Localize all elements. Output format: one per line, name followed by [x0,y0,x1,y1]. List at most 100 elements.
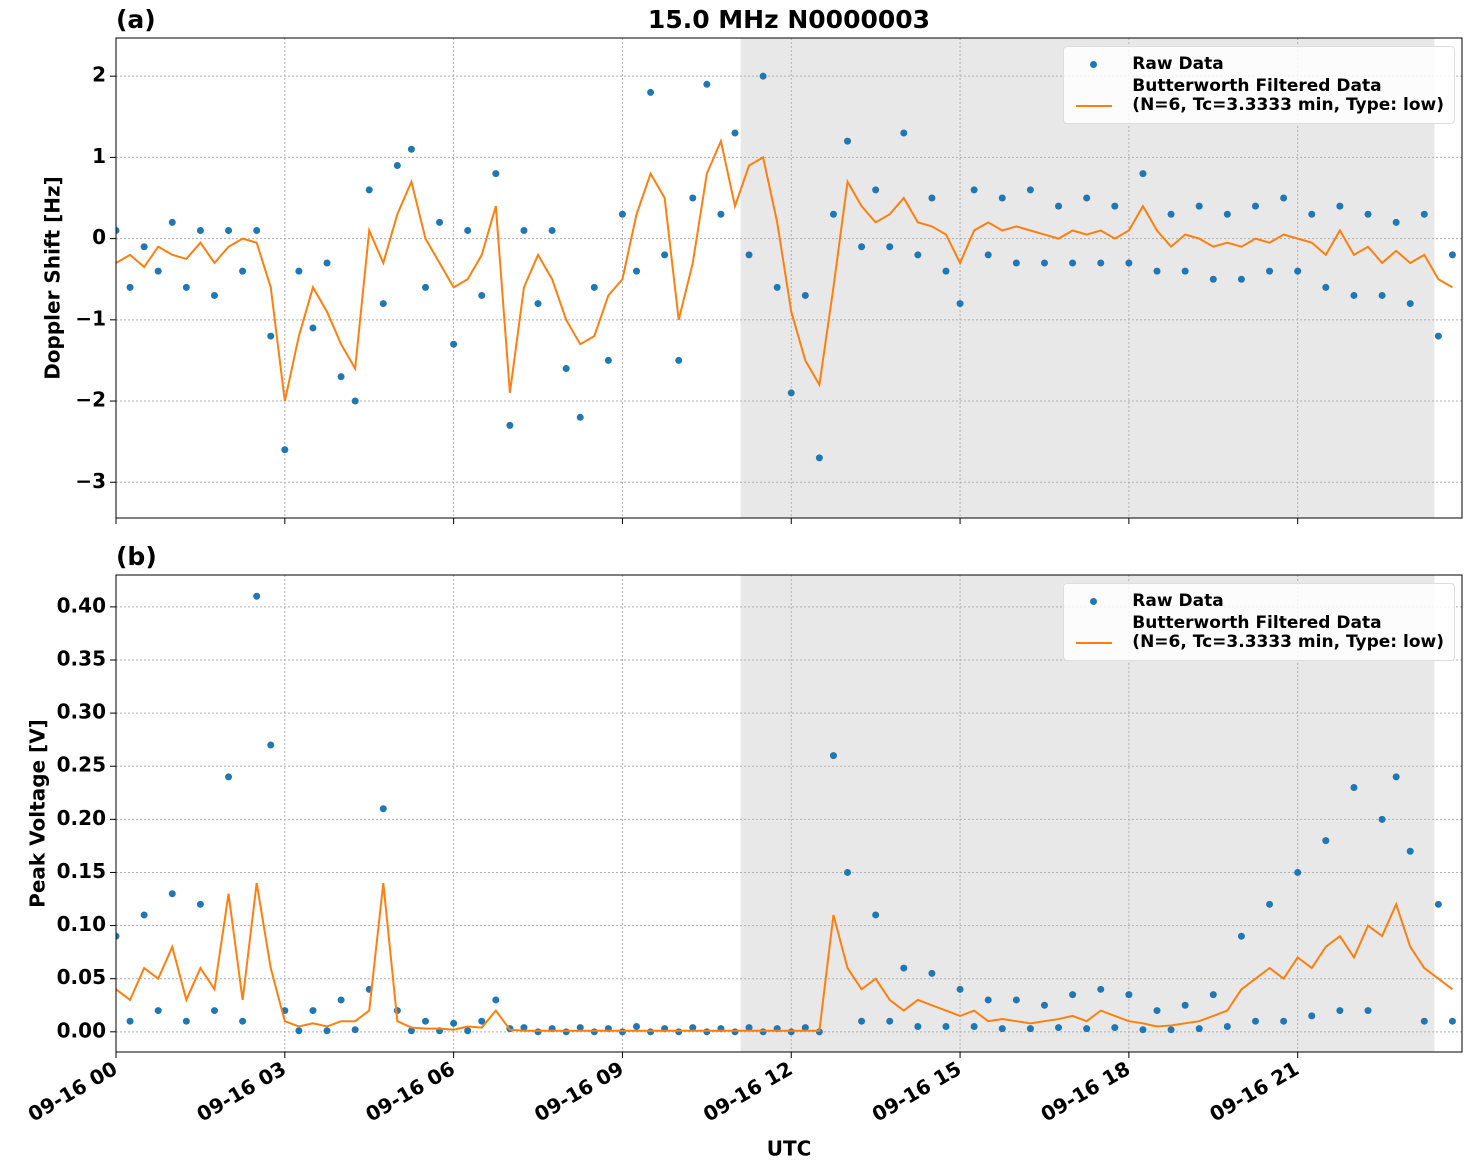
y-axis-label: Doppler Shift [Hz] [41,176,65,380]
raw-point [829,752,837,760]
raw-point [464,226,472,234]
raw-point [1266,900,1274,908]
raw-point [1026,1025,1034,1033]
x-tick-label: 09-16 21 [1205,1056,1303,1126]
raw-point [1350,291,1358,299]
raw-point [534,300,542,308]
raw-point [844,137,852,145]
raw-point [168,890,176,898]
raw-point [1251,1017,1259,1025]
raw-point [548,226,556,234]
raw-point [1097,985,1105,993]
raw-point [731,1028,739,1036]
legend-label: Butterworth Filtered Data (N=6, Tc=3.333… [1132,76,1444,115]
raw-point [225,773,233,781]
raw-point [1378,815,1386,823]
raw-point [365,186,373,194]
raw-point [675,1028,683,1036]
raw-point [1026,186,1034,194]
raw-point [1420,210,1428,218]
raw-point [1209,991,1217,999]
raw-point [1125,991,1133,999]
raw-point [1336,1007,1344,1015]
raw-point [1153,1007,1161,1015]
raw-point [421,283,429,291]
raw-point [1167,1026,1175,1034]
axes-frame [115,574,1463,1053]
legend-swatch [1074,77,1114,107]
legend-label: Raw Data [1132,591,1224,611]
legend: Raw Data Butterworth Filtered Data (N=6, … [1063,46,1455,124]
raw-point [116,932,120,940]
raw-point [914,1023,922,1031]
raw-point [168,218,176,226]
y-tick-label: 0.30 [57,700,106,724]
raw-point [970,186,978,194]
y-axis-label: Peak Voltage [V] [26,719,50,908]
raw-point [1069,259,1077,267]
legend-swatch [1074,614,1114,644]
legend-marker [1076,105,1113,107]
raw-point [970,1023,978,1031]
raw-point [1181,1001,1189,1009]
raw-point [267,741,275,749]
raw-point [1069,991,1077,999]
x-axis-label: UTC [767,1137,812,1161]
legend-marker [1090,598,1098,605]
filtered-line [116,137,1453,402]
y-tick-label: 0.25 [57,753,106,777]
raw-point [1266,267,1274,275]
raw-point [182,283,190,291]
legend-marker [1090,61,1098,68]
raw-point [309,324,317,332]
raw-point [590,283,598,291]
raw-point [872,186,880,194]
raw-point [379,805,387,813]
legend-label: Butterworth Filtered Data (N=6, Tc=3.333… [1132,613,1444,652]
raw-point [703,80,711,88]
y-tick-label: 0 [92,225,106,249]
raw-point [323,1027,331,1035]
raw-point [844,868,852,876]
raw-point [1055,202,1063,210]
raw-point [1308,210,1316,218]
raw-point [717,210,725,218]
raw-point [1364,210,1372,218]
raw-point [1392,773,1400,781]
raw-point [1237,275,1245,283]
panel-label: (a) [116,5,156,34]
raw-point [1111,1024,1119,1032]
raw-point [436,218,444,226]
raw-point [295,1027,303,1035]
y-tick-label: 0.15 [57,859,106,883]
raw-point [478,291,486,299]
raw-point [1308,1012,1316,1020]
raw-point [787,389,795,397]
axes-frame [115,37,1463,519]
raw-point [1223,1023,1231,1031]
plot-area [116,592,1456,1036]
raw-point [618,1028,626,1036]
y-tick-label: 2 [92,63,106,87]
raw-point [239,1017,247,1025]
y-tick-label: 0.00 [57,1018,106,1042]
raw-point [323,259,331,267]
raw-point [745,251,753,259]
raw-point [421,1017,429,1025]
legend-entry: Butterworth Filtered Data (N=6, Tc=3.333… [1074,77,1444,115]
raw-point [182,1017,190,1025]
legend-entry: Butterworth Filtered Data (N=6, Tc=3.333… [1074,614,1444,652]
raw-point [900,129,908,137]
raw-point [253,592,261,600]
raw-point [253,226,261,234]
raw-point [196,226,204,234]
raw-point [787,1028,795,1036]
x-tick-label: 09-16 18 [1037,1056,1135,1126]
raw-point [351,1026,359,1034]
raw-point [886,243,894,251]
raw-point [914,251,922,259]
raw-point [1040,1001,1048,1009]
panel-label: (b) [116,542,157,571]
raw-point [886,1017,894,1025]
raw-point [267,332,275,340]
